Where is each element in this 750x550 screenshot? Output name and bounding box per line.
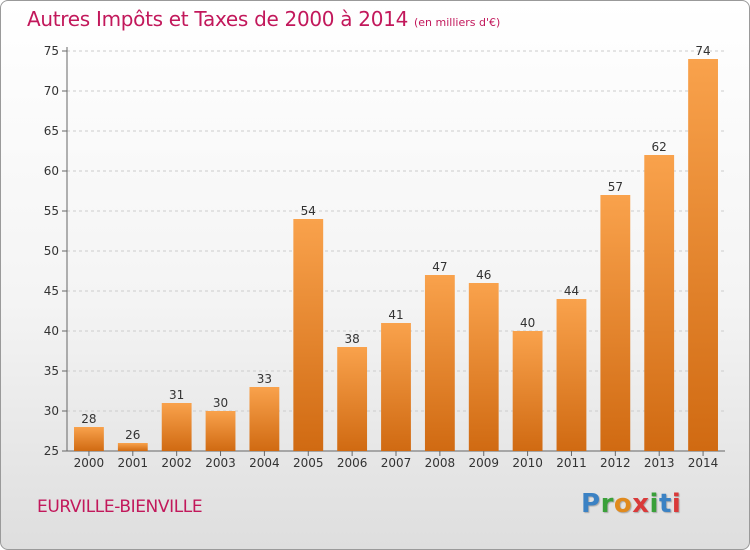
bar-value-label: 33 [257, 372, 272, 386]
x-tick-label: 2011 [556, 456, 587, 470]
y-tick-label: 70 [44, 84, 59, 98]
bar-value-label: 44 [564, 284, 579, 298]
bar-2011 [556, 299, 587, 451]
chart-title: Autres Impôts et Taxes de 2000 à 2014 (en… [27, 7, 500, 31]
bar-value-label: 31 [169, 388, 184, 402]
bar-2003 [205, 411, 236, 451]
y-tick-label: 35 [44, 364, 59, 378]
bar-2001 [117, 443, 148, 451]
axes: 25 30 35 40 45 50 55 60 65 70 75 2000 2001 2002 2003 20… [44, 44, 725, 470]
x-tick-label: 2009 [468, 456, 499, 470]
logo-letter: x [632, 489, 650, 519]
bar-2000 [74, 427, 104, 451]
bar-value-label: 28 [81, 412, 96, 426]
logo-letter: r [600, 489, 614, 519]
x-tick-label: 2000 [74, 456, 105, 470]
proxiti-logo: Proxiti [581, 489, 681, 519]
y-tick-label: 50 [44, 244, 59, 258]
bar-value-label: 62 [652, 140, 667, 154]
logo-letter: i [671, 489, 682, 519]
bar-value-label: 46 [476, 268, 491, 282]
bar-value-label: 41 [388, 308, 403, 322]
title-unit: (en milliers d'€) [414, 16, 501, 29]
x-tick-label: 2003 [205, 456, 236, 470]
bar-2002 [161, 403, 192, 451]
bar-value-label: 57 [608, 180, 623, 194]
bar-2008 [424, 275, 455, 451]
bar-value-label: 54 [301, 204, 316, 218]
y-tick-label: 40 [44, 324, 59, 338]
y-tick-label: 75 [44, 44, 59, 58]
bar-value-label: 74 [695, 44, 710, 58]
x-tick-label: 2014 [688, 456, 719, 470]
bar-2013 [644, 155, 675, 451]
y-tick-label: 60 [44, 164, 59, 178]
bar-2005 [293, 219, 324, 451]
bar-value-label: 38 [344, 332, 359, 346]
bar-2004 [249, 387, 280, 451]
bars [74, 59, 718, 451]
y-tick-label: 55 [44, 204, 59, 218]
x-tick-label: 2007 [381, 456, 412, 470]
bar-value-label: 30 [213, 396, 228, 410]
city-name: EURVILLE-BIENVILLE [37, 497, 203, 517]
bar-2012 [600, 195, 631, 451]
x-tick-label: 2012 [600, 456, 631, 470]
y-tick-label: 30 [44, 404, 59, 418]
y-tick-label: 25 [44, 444, 59, 458]
x-tick-label: 2010 [512, 456, 543, 470]
bar-value-label: 26 [125, 428, 140, 442]
x-tick-label: 2006 [337, 456, 368, 470]
bar-value-label: 47 [432, 260, 447, 274]
x-tick-label: 2002 [161, 456, 192, 470]
x-tick-label: 2001 [118, 456, 149, 470]
logo-letter: i [649, 489, 659, 519]
bar-labels: 28 26 31 30 33 54 38 41 47 46 40 44 57 62 74 [81, 44, 710, 442]
logo-letter: t [658, 489, 672, 519]
bar-value-label: 40 [520, 316, 535, 330]
x-tick-label: 2005 [293, 456, 324, 470]
logo-letter: P [581, 489, 601, 519]
bar-2009 [468, 283, 499, 451]
x-tick-label: 2004 [249, 456, 280, 470]
title-text: Autres Impôts et Taxes de 2000 à 2014 [27, 7, 408, 31]
bar-2006 [337, 347, 368, 451]
y-tick-label: 65 [44, 124, 59, 138]
bar-2010 [512, 331, 543, 451]
y-tick-label: 45 [44, 284, 59, 298]
x-tick-label: 2013 [644, 456, 675, 470]
bar-2014 [688, 59, 718, 451]
bar-2007 [381, 323, 411, 451]
x-tick-label: 2008 [425, 456, 456, 470]
logo-letter: o [613, 489, 633, 519]
